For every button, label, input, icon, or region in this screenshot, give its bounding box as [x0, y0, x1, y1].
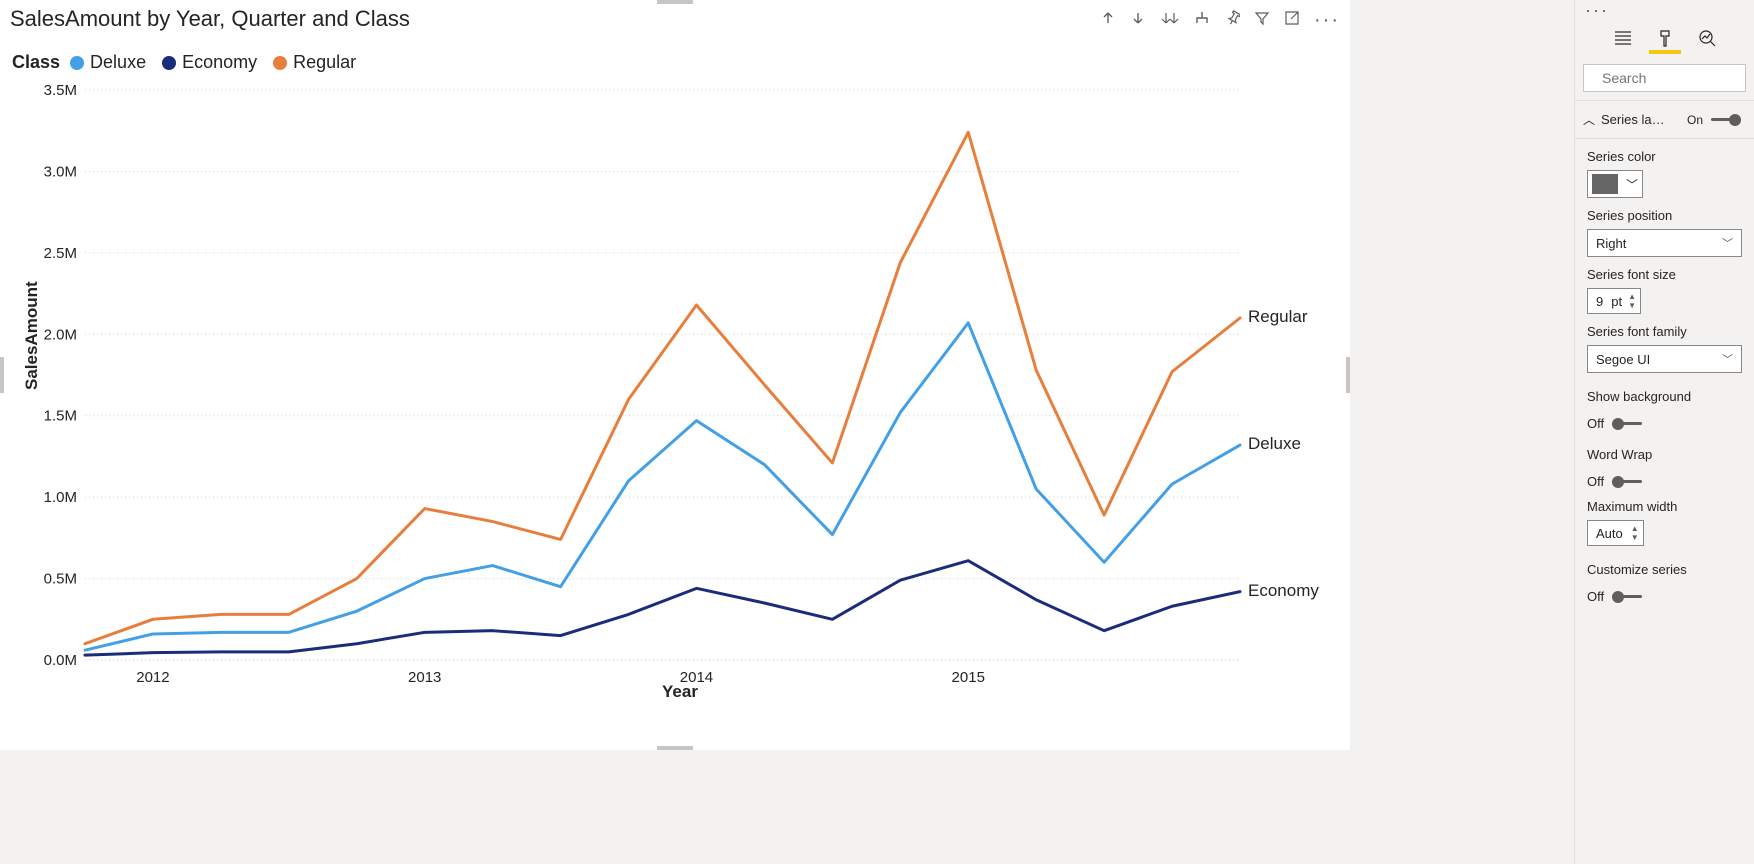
- label-word-wrap: Word Wrap: [1575, 431, 1754, 462]
- series-end-label-deluxe: Deluxe: [1248, 434, 1301, 454]
- legend-label-deluxe: Deluxe: [90, 52, 146, 73]
- series-font-family-select[interactable]: Segoe UI ﹀: [1587, 345, 1742, 373]
- tab-format[interactable]: [1655, 28, 1675, 54]
- chart-svg: 0.0M 0.5M 1.0M 1.5M 2.0M 2.5M 3.0M 3.5M 2012 2013…: [30, 80, 1330, 700]
- maximum-width-spinner[interactable]: Auto ▲▼: [1587, 520, 1644, 546]
- legend-label-economy: Economy: [182, 52, 257, 73]
- card-series-labels-header[interactable]: ︿ Series la… On: [1575, 101, 1754, 139]
- drill-up-icon[interactable]: [1100, 10, 1116, 29]
- svg-text:2015: 2015: [952, 669, 985, 686]
- svg-text:2012: 2012: [136, 669, 169, 686]
- chevron-up-icon: ︿: [1583, 111, 1595, 128]
- chevron-down-icon: ﹀: [1722, 235, 1733, 251]
- legend-swatch-regular: [273, 56, 287, 70]
- svg-text:0.5M: 0.5M: [44, 571, 77, 588]
- svg-text:1.5M: 1.5M: [44, 408, 77, 425]
- label-series-font-family: Series font family: [1587, 324, 1742, 339]
- label-series-position: Series position: [1587, 208, 1742, 223]
- visual-resize-handle-bottom[interactable]: [657, 746, 693, 750]
- series-position-select[interactable]: Right ﹀: [1587, 229, 1742, 257]
- pane-search[interactable]: [1583, 64, 1746, 92]
- legend-label-regular: Regular: [293, 52, 356, 73]
- prop-maximum-width: Maximum width Auto ▲▼: [1575, 489, 1754, 546]
- legend-title: Class: [12, 52, 60, 73]
- svg-text:2.0M: 2.0M: [44, 326, 77, 343]
- card-series-labels-state: On: [1687, 113, 1703, 127]
- expand-hierarchy-icon[interactable]: [1194, 10, 1210, 29]
- label-series-font-size: Series font size: [1587, 267, 1742, 282]
- tab-fields[interactable]: [1613, 28, 1633, 54]
- card-series-labels-title: Series la…: [1601, 112, 1681, 127]
- svg-text:1.0M: 1.0M: [44, 489, 77, 506]
- legend-item-regular[interactable]: Regular: [273, 52, 356, 73]
- series-font-size-unit: pt: [1611, 294, 1628, 309]
- show-background-toggle[interactable]: [1612, 417, 1642, 431]
- format-pane: ··· ︿ Series la… On Series: [1574, 0, 1754, 864]
- format-card-scroll: ︿ Series la… On Series color ﹀ Series po…: [1575, 100, 1754, 624]
- chevron-down-icon: ﹀: [1622, 176, 1642, 193]
- label-customize-series: Customize series: [1575, 546, 1754, 577]
- chart-legend: Class Deluxe Economy Regular: [12, 52, 366, 73]
- maximum-width-value: Auto: [1588, 526, 1631, 541]
- drill-all-icon[interactable]: [1160, 10, 1180, 29]
- app-root: SalesAmount by Year, Quarter and Class ·…: [0, 0, 1754, 864]
- word-wrap-toggle-row: Off: [1575, 462, 1754, 489]
- pin-icon[interactable]: [1224, 10, 1240, 29]
- visual-resize-handle-left[interactable]: [0, 357, 4, 393]
- pane-more-icon[interactable]: ···: [1575, 0, 1754, 18]
- prop-series-font-family: Series font family Segoe UI ﹀: [1575, 314, 1754, 373]
- series-end-label-regular: Regular: [1248, 307, 1308, 327]
- x-axis-title: Year: [662, 682, 698, 702]
- legend-item-economy[interactable]: Economy: [162, 52, 257, 73]
- prop-series-color: Series color ﹀: [1575, 139, 1754, 198]
- svg-text:0.0M: 0.0M: [44, 652, 77, 669]
- prop-series-position: Series position Right ﹀: [1575, 198, 1754, 257]
- legend-swatch-deluxe: [70, 56, 84, 70]
- chevron-down-icon: ﹀: [1722, 351, 1733, 367]
- spinner-arrows-icon[interactable]: ▲▼: [1631, 524, 1643, 542]
- drill-down-icon[interactable]: [1130, 10, 1146, 29]
- word-wrap-state: Off: [1587, 474, 1604, 489]
- spinner-arrows-icon[interactable]: ▲▼: [1628, 292, 1640, 310]
- label-series-color: Series color: [1587, 149, 1742, 164]
- series-color-picker[interactable]: ﹀: [1587, 170, 1643, 198]
- visual-resize-handle-top[interactable]: [657, 0, 693, 4]
- series-font-family-value: Segoe UI: [1596, 352, 1650, 367]
- customize-series-toggle-row: Off: [1575, 577, 1754, 604]
- svg-text:2013: 2013: [408, 669, 441, 686]
- series-color-swatch: [1592, 174, 1618, 194]
- series-font-size-value: 9: [1588, 294, 1611, 309]
- focus-mode-icon[interactable]: [1284, 10, 1300, 29]
- svg-text:2.5M: 2.5M: [44, 245, 77, 262]
- visual-resize-handle-right[interactable]: [1346, 357, 1350, 393]
- tab-analytics[interactable]: [1697, 28, 1717, 54]
- series-position-value: Right: [1596, 236, 1626, 251]
- show-background-toggle-row: Off: [1575, 404, 1754, 431]
- show-background-state: Off: [1587, 416, 1604, 431]
- chart-plot-area: SalesAmount 0.0M0.5M1.0M1.5M2.0M2.5M3.0M…: [30, 80, 1330, 700]
- more-options-icon[interactable]: ···: [1314, 15, 1340, 25]
- customize-series-toggle[interactable]: [1612, 590, 1642, 604]
- prop-series-font-size: Series font size 9 pt ▲▼: [1575, 257, 1754, 314]
- label-show-background: Show background: [1575, 373, 1754, 404]
- legend-item-deluxe[interactable]: Deluxe: [70, 52, 146, 73]
- word-wrap-toggle[interactable]: [1612, 475, 1642, 489]
- filter-icon[interactable]: [1254, 10, 1270, 29]
- series-end-label-economy: Economy: [1248, 581, 1319, 601]
- svg-text:3.5M: 3.5M: [44, 82, 77, 99]
- label-maximum-width: Maximum width: [1587, 499, 1742, 514]
- visual-header-toolbar: ···: [1100, 10, 1340, 29]
- chart-visual[interactable]: SalesAmount by Year, Quarter and Class ·…: [0, 0, 1350, 750]
- search-input[interactable]: [1600, 69, 1754, 87]
- series-font-size-spinner[interactable]: 9 pt ▲▼: [1587, 288, 1641, 314]
- pane-tabs: [1575, 18, 1754, 60]
- chart-title: SalesAmount by Year, Quarter and Class: [10, 6, 410, 32]
- legend-swatch-economy: [162, 56, 176, 70]
- customize-series-state: Off: [1587, 589, 1604, 604]
- svg-text:3.0M: 3.0M: [44, 163, 77, 180]
- card-series-labels-toggle[interactable]: [1711, 113, 1741, 127]
